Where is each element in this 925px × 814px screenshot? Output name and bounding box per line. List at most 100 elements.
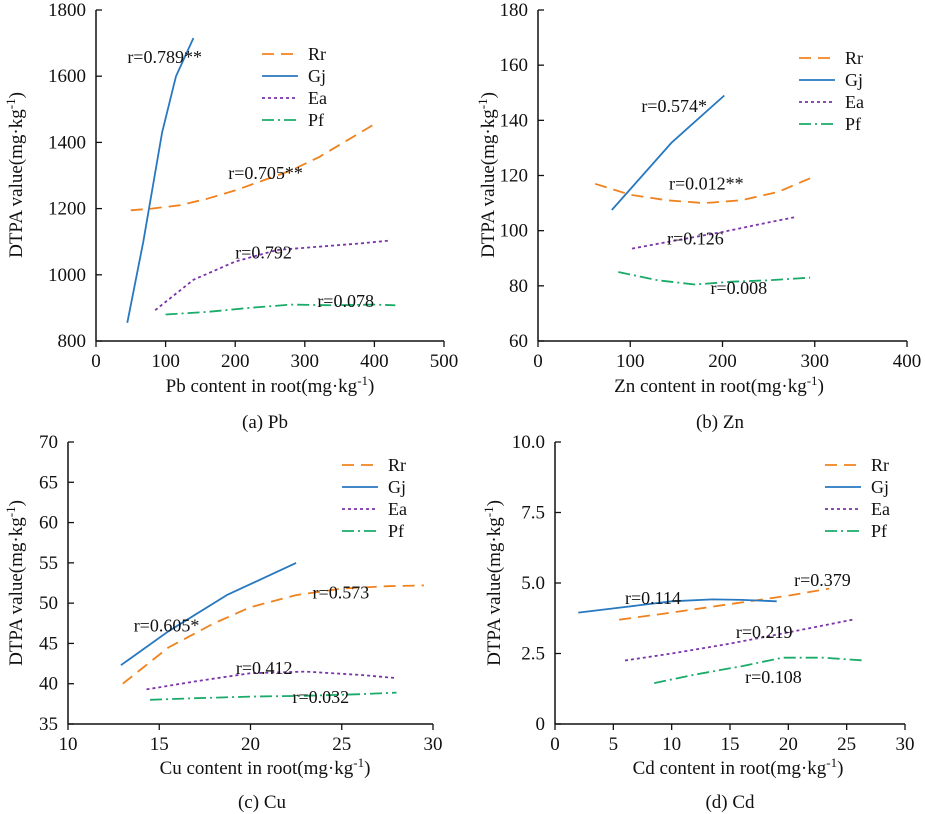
- series-line-ea: [154, 239, 389, 311]
- x-tick-label: 300: [291, 351, 320, 372]
- legend-label-gj: Gj: [308, 66, 326, 86]
- y-tick-label: 60: [509, 331, 528, 352]
- series-line-gj: [120, 562, 297, 666]
- y-tick-label: 50: [39, 593, 58, 614]
- series-line-ea: [631, 216, 797, 250]
- legend-label-ea: Ea: [308, 88, 327, 108]
- panel-caption: (b) Zn: [696, 412, 745, 433]
- legend-label-pf: Pf: [388, 521, 404, 541]
- series-line-pf: [150, 691, 397, 701]
- y-tick-label: 65: [39, 472, 58, 493]
- x-tick-label: 10: [662, 734, 681, 755]
- panel-caption: (c) Cu: [238, 792, 287, 813]
- y-tick-label: 800: [58, 331, 87, 352]
- correlation-label: r=0.219: [736, 622, 793, 642]
- legend-label-gj: Gj: [845, 70, 863, 90]
- correlation-label: r=0.114: [625, 588, 681, 608]
- series-line-gj: [126, 37, 195, 323]
- x-tick-label: 400: [893, 351, 922, 372]
- correlation-label: r=0.605*: [134, 615, 200, 635]
- y-tick-label: 160: [500, 55, 529, 76]
- legend-label-gj: Gj: [388, 477, 406, 497]
- x-tick-label: 0: [91, 351, 101, 372]
- y-tick-label: 0: [536, 714, 546, 735]
- x-tick-label: 15: [150, 734, 169, 755]
- correlation-label: r=0.008: [711, 278, 768, 298]
- correlation-label: r=0.078: [317, 291, 374, 311]
- series-line-rr: [130, 123, 375, 212]
- y-tick-label: 5.0: [521, 573, 545, 594]
- y-axis-title: DTPA value(mg·kg-1): [3, 92, 27, 258]
- legend-label-ea: Ea: [845, 92, 864, 112]
- x-tick-label: 200: [221, 351, 250, 372]
- x-tick-label: 0: [533, 351, 543, 372]
- legend-label-rr: Rr: [845, 48, 863, 68]
- x-tick-label: 25: [332, 734, 351, 755]
- series-line-ea: [146, 670, 397, 691]
- y-tick-label: 1600: [48, 66, 86, 87]
- correlation-label: r=0.574*: [641, 96, 707, 116]
- y-tick-label: 100: [500, 221, 529, 242]
- correlation-label: r=0.573: [313, 582, 370, 602]
- panel-caption: (a) Pb: [242, 412, 288, 433]
- series-line-ea: [624, 618, 853, 662]
- x-tick-label: 5: [609, 734, 619, 755]
- x-tick-label: 0: [550, 734, 560, 755]
- y-tick-label: 80: [509, 276, 528, 297]
- x-tick-label: 400: [360, 351, 389, 372]
- series-line-pf: [618, 271, 811, 286]
- x-tick-label: 500: [430, 351, 459, 372]
- y-axis-title: DTPA value(mg·kg-1): [475, 92, 499, 258]
- y-tick-label: 70: [39, 432, 58, 453]
- x-tick-label: 100: [151, 351, 180, 372]
- x-tick-label: 20: [241, 734, 260, 755]
- x-tick-label: 100: [616, 351, 645, 372]
- x-tick-label: 15: [721, 734, 740, 755]
- x-tick-label: 30: [896, 734, 915, 755]
- x-tick-label: 300: [801, 351, 830, 372]
- panel-cu: 10 15 20 25 30 35 40 45 50 55 60 65 70 Cu content in …: [3, 432, 443, 813]
- x-axis-title: Cd content in root(mg·kg-1): [633, 755, 844, 779]
- correlation-label: r=0.412: [236, 658, 293, 678]
- correlation-label: r=0.032: [292, 687, 349, 707]
- y-tick-label: 7.5: [521, 503, 545, 524]
- panel-zn: 0 100 200 300 400 60 80 100 120 140 160 180 Zn conte…: [475, 0, 921, 433]
- y-axis-title: DTPA value(mg·kg-1): [481, 500, 505, 666]
- legend-label-pf: Pf: [845, 114, 861, 134]
- correlation-label: r=0.108: [745, 667, 802, 687]
- y-tick-label: 40: [39, 674, 58, 695]
- y-tick-label: 60: [39, 513, 58, 534]
- y-tick-label: 120: [500, 166, 529, 187]
- y-tick-label: 1400: [48, 132, 86, 153]
- series-line-gj: [578, 598, 777, 614]
- legend-label-rr: Rr: [308, 44, 326, 64]
- legend-label-pf: Pf: [871, 521, 887, 541]
- y-tick-label: 1200: [48, 199, 86, 220]
- y-tick-label: 55: [39, 553, 58, 574]
- correlation-label: r=0.126: [667, 228, 724, 248]
- correlation-label: r=0.792: [235, 242, 292, 262]
- correlation-label: r=0.705**: [228, 163, 303, 183]
- x-tick-label: 30: [424, 734, 443, 755]
- x-axis-title: Zn content in root(mg·kg-1): [614, 373, 824, 397]
- y-tick-label: 45: [39, 633, 58, 654]
- panel-caption: (d) Cd: [705, 792, 755, 813]
- x-tick-label: 25: [837, 734, 856, 755]
- x-tick-label: 20: [779, 734, 798, 755]
- y-tick-label: 35: [39, 714, 58, 735]
- x-tick-label: 10: [59, 734, 78, 755]
- legend-label-rr: Rr: [871, 455, 889, 475]
- legend-label-gj: Gj: [871, 477, 889, 497]
- legend-label-pf: Pf: [308, 110, 324, 130]
- y-tick-label: 1800: [48, 0, 86, 21]
- correlation-label: r=0.379: [794, 570, 851, 590]
- y-tick-label: 1000: [48, 265, 86, 286]
- y-tick-label: 180: [500, 0, 529, 21]
- series-line-rr: [122, 584, 424, 685]
- y-axis-title: DTPA value(mg·kg-1): [3, 500, 27, 666]
- y-tick-label: 140: [500, 110, 529, 131]
- correlation-label: r=0.012**: [669, 173, 744, 193]
- legend-label-ea: Ea: [871, 499, 890, 519]
- legend-label-rr: Rr: [388, 455, 406, 475]
